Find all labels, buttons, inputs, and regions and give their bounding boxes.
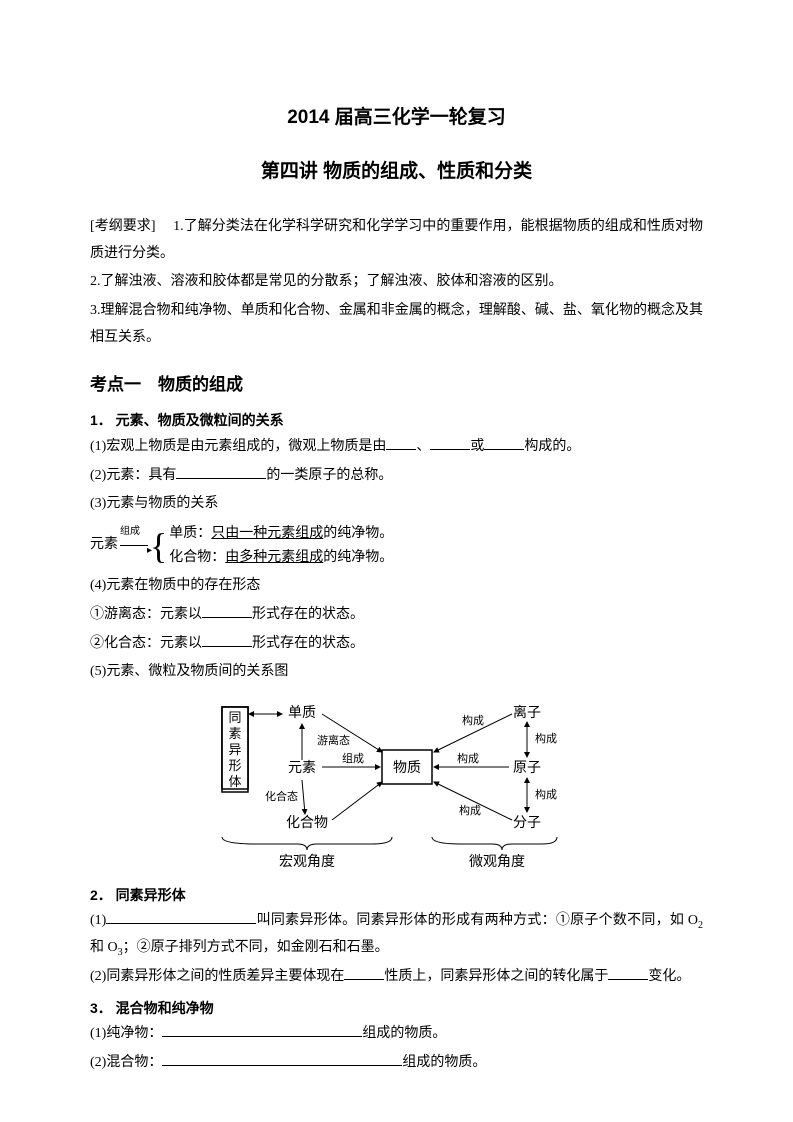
svg-text:游离态: 游离态 — [317, 733, 350, 747]
blank — [386, 436, 416, 450]
blank — [162, 1023, 362, 1037]
blank — [608, 966, 648, 980]
text: (2)混合物： — [90, 1055, 162, 1070]
item-1-4-1: ①游离态：元素以 形式存在的状态。 — [90, 602, 703, 629]
relationship-diagram: 同 素 异 同 素 异 形 同 素 异 形 体 单质 元素 化合物 游离态 化合… — [90, 692, 703, 872]
text: (2)元素：具有 — [90, 468, 176, 483]
svg-text:分子: 分子 — [513, 815, 541, 831]
svg-text:素: 素 — [228, 726, 241, 741]
text: 构成的。 — [524, 439, 580, 454]
main-title-1: 2014 届高三化学一轮复习 — [90, 100, 703, 136]
item-1-4-2: ②化合态：元素以 形式存在的状态。 — [90, 631, 703, 658]
text: 单质： — [169, 526, 211, 541]
text: (2)同素异形体之间的性质差异主要体现在 — [90, 969, 344, 984]
svg-text:构成: 构成 — [462, 713, 484, 727]
subscript: 2 — [698, 920, 703, 931]
svg-text:构成: 构成 — [535, 787, 557, 801]
svg-text:元素: 元素 — [288, 760, 316, 776]
arrow-icon: ▸ — [120, 545, 148, 546]
text: 化合物： — [169, 550, 225, 565]
svg-text:物质: 物质 — [393, 760, 421, 776]
section-1-title: 1． 元素、物质及微粒间的关系 — [90, 407, 703, 434]
svg-text:同: 同 — [228, 710, 241, 725]
text: 或 — [470, 439, 484, 454]
brace-line-2: 化合物：由多种元素组成的纯净物。 — [169, 546, 393, 570]
item-3-1: (1)纯净物： 组成的物质。 — [90, 1021, 703, 1048]
svg-text:单质: 单质 — [288, 705, 316, 721]
item-2-2: (2)同素异形体之间的性质差异主要体现在 性质上，同素异形体之间的转化属于 变化。 — [90, 964, 703, 991]
text: ②化合态：元素以 — [90, 636, 202, 651]
zucheng-small: 组成 — [120, 522, 140, 541]
svg-text:构成: 构成 — [457, 751, 479, 765]
text: (1)宏观上物质是由元素组成的，微观上物质是由 — [90, 439, 386, 454]
req-label: [考纲要求] — [90, 219, 156, 234]
text: (1) — [90, 913, 106, 928]
text: 的一类原子的总称。 — [266, 468, 392, 483]
underlined: 由多种元素组成 — [225, 550, 323, 565]
svg-text:离子: 离子 — [513, 704, 541, 721]
blank — [430, 436, 470, 450]
text: 变化。 — [648, 969, 690, 984]
text: 、 — [416, 439, 430, 454]
section-2-title: 2． 同素异形体 — [90, 882, 703, 909]
text: 的纯净物。 — [323, 526, 393, 541]
blank — [484, 436, 524, 450]
svg-text:组成: 组成 — [342, 751, 364, 765]
item-1-3: (3)元素与物质的关系 — [90, 491, 703, 518]
blank — [202, 604, 252, 618]
svg-text:原子: 原子 — [513, 760, 541, 776]
req-1: 1.了解分类法在化学科学研究和化学学习中的重要作用，能根据物质的组成和性质对物质… — [90, 219, 703, 261]
text: 性质上，同素异形体之间的转化属于 — [384, 969, 608, 984]
blank — [106, 910, 256, 924]
req-2: 2.了解浊液、溶液和胶体都是常见的分散系；了解浊液、胶体和溶液的区别。 — [90, 269, 703, 296]
item-1-1: (1)宏观上物质是由元素组成的，微观上物质是由 、 或 构成的。 — [90, 434, 703, 461]
text: (1)纯净物： — [90, 1026, 162, 1041]
svg-text:化合态: 化合态 — [265, 789, 298, 803]
item-2-1: (1) 叫同素异形体。同素异形体的形成有两种方式：①原子个数不同，如 O2 和 O… — [90, 908, 703, 962]
text: 的纯净物。 — [323, 550, 393, 565]
text: ；②原子排列方式不同，如金刚石和石墨。 — [123, 940, 389, 955]
svg-text:构成: 构成 — [459, 803, 481, 817]
brace-element: 元素 组成 ▸ { 单质：只由一种元素组成的纯净物。 化合物：由多种元素组成的纯… — [90, 522, 703, 570]
text: 和 O — [90, 940, 118, 955]
requirements: [考纲要求] 1.了解分类法在化学科学研究和化学学习中的重要作用，能根据物质的组… — [90, 214, 703, 267]
req-3: 3.理解混合物和纯净物、单质和化合物、金属和非金属的概念，理解酸、碱、盐、氧化物… — [90, 298, 703, 351]
text: 叫同素异形体。同素异形体的形成有两种方式：①原子个数不同，如 O — [256, 913, 698, 928]
text: ①游离态：元素以 — [90, 607, 202, 622]
item-1-5: (5)元素、微粒及物质间的关系图 — [90, 659, 703, 686]
svg-text:体: 体 — [228, 774, 241, 789]
yuansu-label: 元素 — [90, 532, 118, 559]
svg-text:宏观角度: 宏观角度 — [279, 854, 335, 870]
blank — [202, 633, 252, 647]
text: 组成的物质。 — [402, 1055, 486, 1070]
blank — [176, 465, 266, 479]
svg-text:异: 异 — [228, 742, 241, 757]
text: 形式存在的状态。 — [252, 607, 364, 622]
item-1-2: (2)元素：具有 的一类原子的总称。 — [90, 463, 703, 490]
item-1-4: (4)元素在物质中的存在形态 — [90, 573, 703, 600]
kaodian-1-title: 考点一 物质的组成 — [90, 369, 703, 401]
blank — [162, 1052, 402, 1066]
svg-text:构成: 构成 — [535, 731, 557, 745]
svg-text:形: 形 — [228, 758, 241, 773]
svg-text:微观角度: 微观角度 — [469, 854, 525, 870]
svg-text:化合物: 化合物 — [286, 815, 328, 831]
text: 形式存在的状态。 — [252, 636, 364, 651]
brace-icon: { — [150, 528, 167, 564]
blank — [344, 966, 384, 980]
section-3-title: 3． 混合物和纯净物 — [90, 995, 703, 1022]
brace-line-1: 单质：只由一种元素组成的纯净物。 — [169, 522, 393, 546]
underlined: 只由一种元素组成 — [211, 526, 323, 541]
item-3-2: (2)混合物： 组成的物质。 — [90, 1050, 703, 1077]
main-title-2: 第四讲 物质的组成、性质和分类 — [90, 154, 703, 190]
text: 组成的物质。 — [362, 1026, 446, 1041]
